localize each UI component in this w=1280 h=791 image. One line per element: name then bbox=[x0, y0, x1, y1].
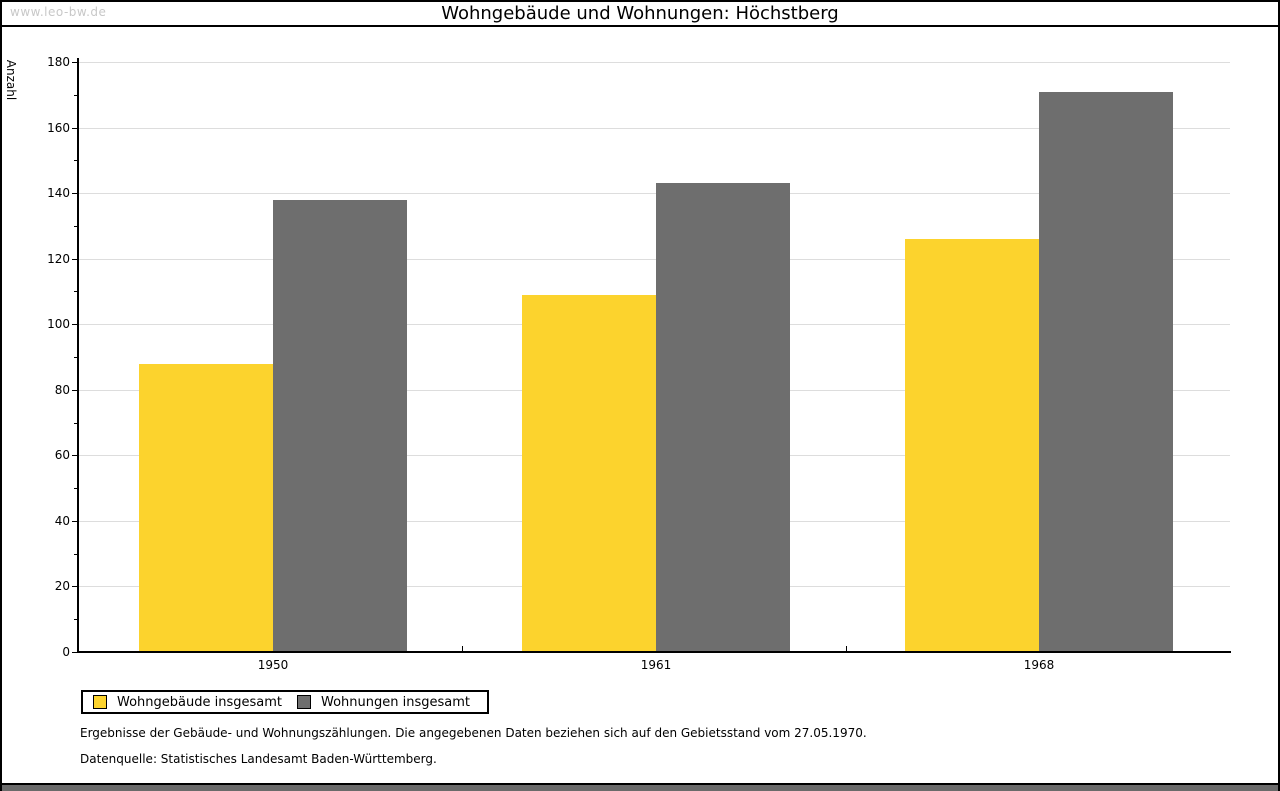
y-tick bbox=[72, 455, 77, 456]
x-axis-label-1961: 1961 bbox=[640, 658, 672, 672]
y-tick-label: 60 bbox=[54, 448, 70, 462]
y-minor-tick bbox=[74, 226, 77, 227]
y-tick bbox=[72, 586, 77, 587]
legend-swatch-wohnungen bbox=[297, 695, 311, 709]
legend-swatch-wohngebaeude bbox=[93, 695, 107, 709]
legend-label-wohngebaeude: Wohngebäude insgesamt bbox=[117, 694, 282, 710]
y-minor-tick bbox=[74, 95, 77, 96]
x-axis-label-1950: 1950 bbox=[257, 658, 289, 672]
bar-1950-s0 bbox=[139, 363, 273, 652]
legend-item-wohngebaeude: Wohngebäude insgesamt bbox=[93, 695, 297, 710]
y-minor-tick bbox=[74, 488, 77, 489]
x-tick bbox=[462, 646, 463, 651]
y-tick-label: 80 bbox=[54, 383, 70, 397]
y-tick-label: 20 bbox=[54, 579, 70, 593]
gridline bbox=[79, 62, 1230, 63]
y-axis-line bbox=[77, 58, 79, 652]
gridline bbox=[79, 193, 1230, 194]
legend-label-wohnungen: Wohnungen insgesamt bbox=[321, 694, 470, 710]
y-tick-label: 180 bbox=[47, 55, 70, 69]
legend-item-wohnungen: Wohnungen insgesamt bbox=[297, 695, 470, 710]
x-axis-label-1968: 1968 bbox=[1023, 658, 1055, 672]
gridline bbox=[79, 259, 1230, 260]
watermark: www.leo-bw.de bbox=[10, 5, 107, 19]
bar-1968-s1 bbox=[1039, 91, 1173, 652]
y-minor-tick bbox=[74, 357, 77, 358]
header-divider bbox=[2, 25, 1278, 27]
y-tick bbox=[72, 193, 77, 194]
y-minor-tick bbox=[74, 554, 77, 555]
y-tick bbox=[72, 521, 77, 522]
y-minor-tick bbox=[74, 619, 77, 620]
y-tick bbox=[72, 652, 77, 653]
x-axis-line bbox=[77, 651, 1231, 653]
y-axis-title: Anzahl bbox=[4, 59, 18, 101]
y-tick-label: 0 bbox=[62, 645, 70, 659]
y-minor-tick bbox=[74, 423, 77, 424]
y-tick-label: 160 bbox=[47, 121, 70, 135]
y-tick bbox=[72, 62, 77, 63]
y-tick bbox=[72, 128, 77, 129]
y-tick-label: 140 bbox=[47, 186, 70, 200]
bar-1950-s1 bbox=[273, 199, 407, 652]
chart-title: Wohngebäude und Wohnungen: Höchstberg bbox=[441, 3, 839, 24]
source-note: Datenquelle: Statistisches Landesamt Bad… bbox=[80, 752, 437, 766]
y-minor-tick bbox=[74, 291, 77, 292]
footnote: Ergebnisse der Gebäude- und Wohnungszähl… bbox=[80, 726, 867, 740]
legend: Wohngebäude insgesamt Wohnungen insgesam… bbox=[81, 690, 489, 714]
gridline bbox=[79, 128, 1230, 129]
bar-1961-s1 bbox=[656, 183, 790, 652]
y-tick bbox=[72, 390, 77, 391]
y-tick bbox=[72, 259, 77, 260]
bottom-bar bbox=[2, 785, 1278, 791]
bar-1961-s0 bbox=[522, 294, 656, 652]
y-minor-tick bbox=[74, 160, 77, 161]
y-tick-label: 40 bbox=[54, 514, 70, 528]
bar-1968-s0 bbox=[905, 239, 1039, 652]
y-tick-label: 100 bbox=[47, 317, 70, 331]
bottom-divider bbox=[2, 783, 1278, 785]
y-tick bbox=[72, 324, 77, 325]
x-tick bbox=[846, 646, 847, 651]
y-tick-label: 120 bbox=[47, 252, 70, 266]
